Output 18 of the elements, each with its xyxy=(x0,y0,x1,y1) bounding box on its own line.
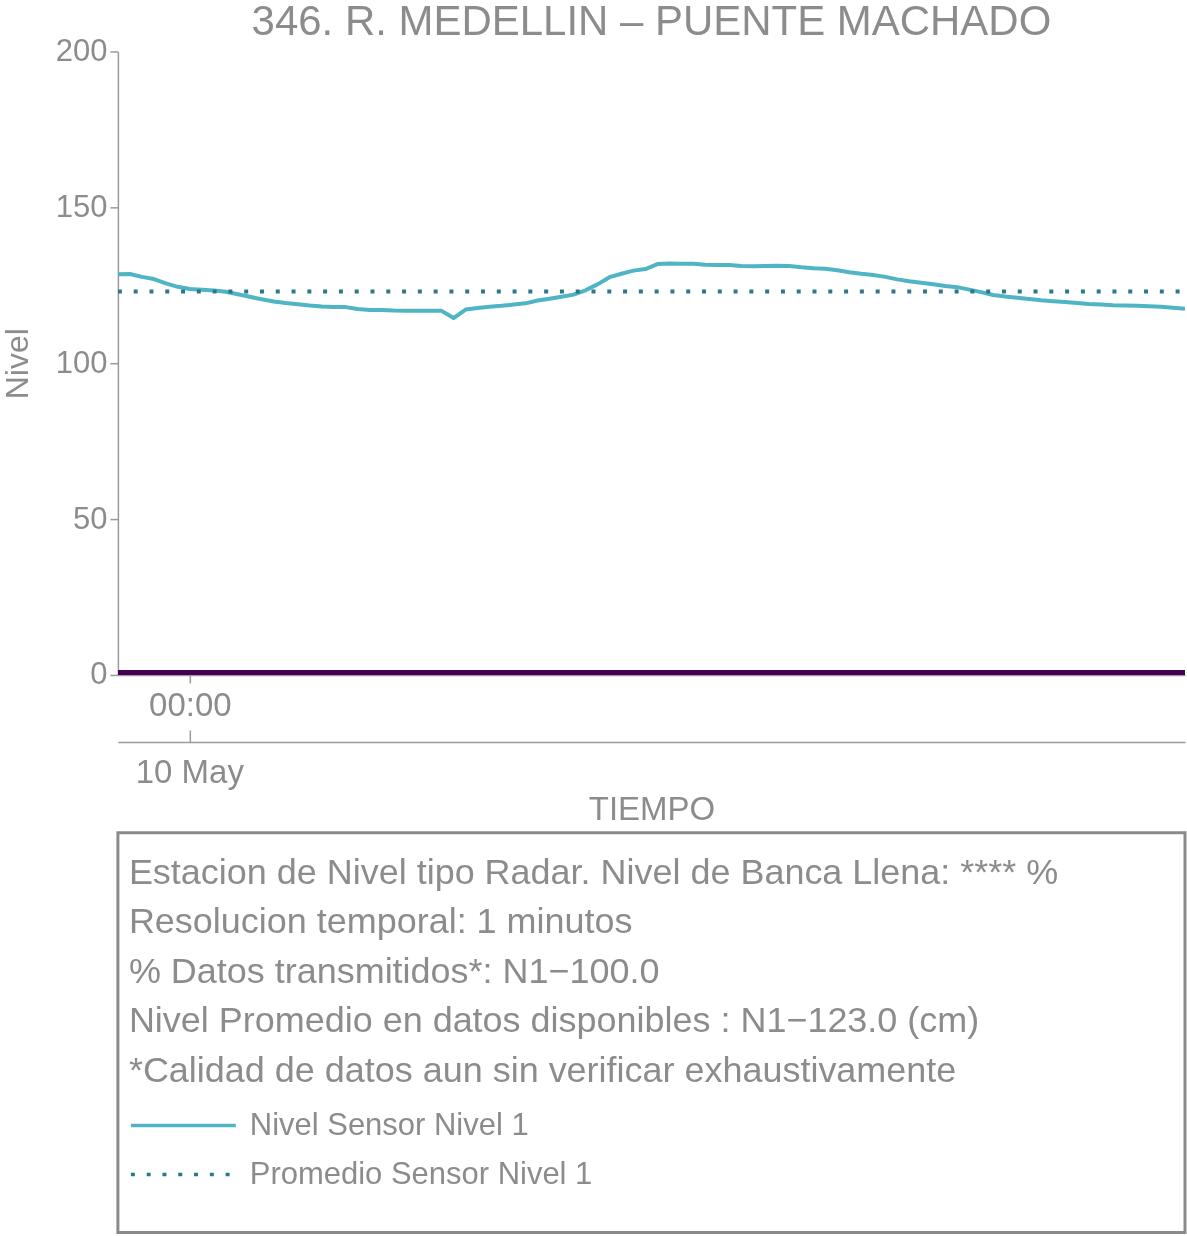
y-tick-label: 100 xyxy=(55,344,108,380)
text: Nivel Promedio en datos disponibles : N1−123.0 (cm) xyxy=(128,999,980,1041)
text: % Datos transmitidos*: N1−100.0 xyxy=(128,949,660,991)
y-axis-title: Nivel xyxy=(0,328,35,400)
line-series xyxy=(117,261,1185,321)
text: *Calidad de datos aun sin verificar exhaustivamente xyxy=(128,1049,957,1091)
x-tick-label: 00:00 xyxy=(149,686,232,724)
y-tick-label: 200 xyxy=(55,32,108,68)
x-axis-title: TIEMPO xyxy=(588,790,716,828)
legend-label: Promedio Sensor Nivel 1 xyxy=(249,1155,593,1191)
annotation: 10 May xyxy=(135,752,245,790)
text: Estacion de Nivel tipo Radar. Nivel de Banca Llena: **** % xyxy=(128,850,1059,892)
text: Resolucion temporal: 1 minutos xyxy=(128,900,633,942)
y-tick-label: 150 xyxy=(55,188,108,224)
y-tick-label: 0 xyxy=(90,656,108,692)
y-tick-label: 50 xyxy=(72,500,108,536)
legend-label: Nivel Sensor Nivel 1 xyxy=(249,1106,529,1142)
chart-title: 346. R. MEDELLIN – PUENTE MACHADO xyxy=(251,0,1052,45)
